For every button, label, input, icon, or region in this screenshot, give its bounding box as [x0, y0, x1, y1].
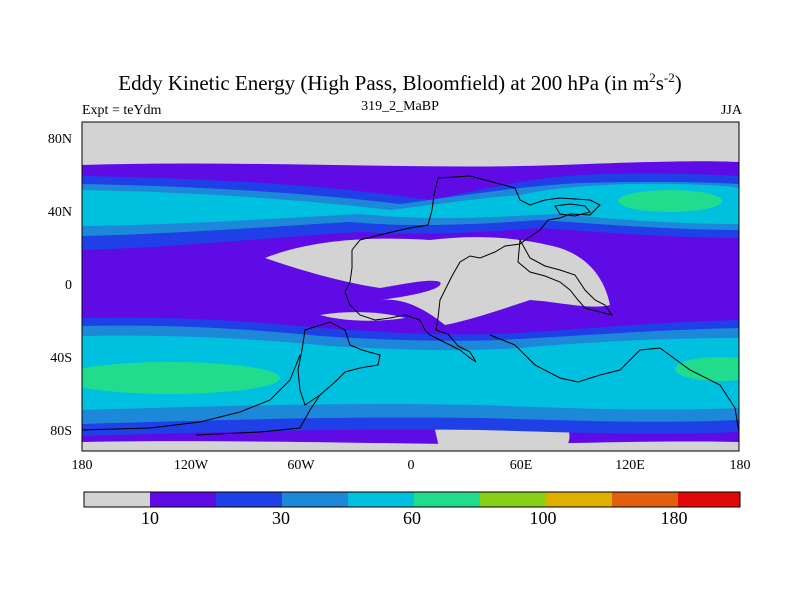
plot-title: Eddy Kinetic Energy (High Pass, Bloomfie…: [118, 70, 682, 95]
colorbar-swatch-2: [150, 492, 216, 507]
colorbar-swatch-8: [546, 492, 612, 507]
contour-green-north: [618, 190, 722, 212]
australia-antarctic-coast: [489, 334, 740, 433]
colorbar-swatch-5: [348, 492, 414, 507]
antarctic-inner-coast: [195, 394, 321, 436]
coastlines: [81, 175, 740, 436]
colorbar-label-30: 30: [272, 508, 290, 528]
colorbar-swatch-10: [678, 492, 740, 507]
colorbar-swatch-3: [216, 492, 282, 507]
contour-cyan-south: [82, 335, 739, 410]
season-label: JJA: [720, 103, 742, 118]
colorbar-swatch-4: [282, 492, 348, 507]
lat-tick-40n: 40N: [47, 205, 72, 220]
lat-tick-80n: 80N: [47, 132, 72, 147]
map-frame: [81, 121, 740, 452]
lon-tick-120w: 120W: [173, 458, 209, 473]
lon-tick-180w: 180: [71, 458, 93, 473]
colorbar: [83, 491, 741, 508]
colorbar-label-10: 10: [141, 508, 159, 528]
contour-green-south-west: [82, 362, 280, 394]
lon-tick-180e: 180: [729, 458, 751, 473]
lon-tick-60e: 60E: [509, 458, 533, 473]
lat-tick-eq: 0: [65, 278, 72, 293]
eke-field: [82, 122, 739, 451]
colorbar-label-100: 100: [529, 508, 557, 528]
asia-coast: [517, 238, 614, 316]
experiment-label: Expt = teYdm: [82, 103, 162, 118]
colorbar-swatch-6: [414, 492, 480, 507]
antarctic-coast-west: [81, 354, 301, 431]
colorbar-swatch-9: [612, 492, 678, 507]
colorbar-frame: [83, 491, 741, 508]
south-america-coast: [297, 321, 381, 406]
contour-green-south-east: [675, 357, 739, 381]
contour-cyan-north: [82, 183, 739, 226]
colorbar-swatch-7: [480, 492, 546, 507]
lat-tick-80s: 80S: [50, 424, 72, 439]
colorbar-label-180: 180: [660, 508, 688, 528]
colorbar-label-60: 60: [403, 508, 421, 528]
lat-tick-40s: 40S: [50, 351, 72, 366]
contour-gray-tropics: [265, 237, 610, 325]
colorbar-swatch-1: [84, 492, 150, 507]
experiment-subtitle: 319_2_MaBP: [361, 99, 439, 114]
eurasia-africa-coast: [344, 175, 601, 363]
lon-tick-0: 0: [407, 458, 415, 473]
lon-tick-60w: 60W: [287, 458, 315, 473]
lon-tick-120e: 120E: [615, 458, 645, 473]
japan-coast: [554, 203, 591, 217]
